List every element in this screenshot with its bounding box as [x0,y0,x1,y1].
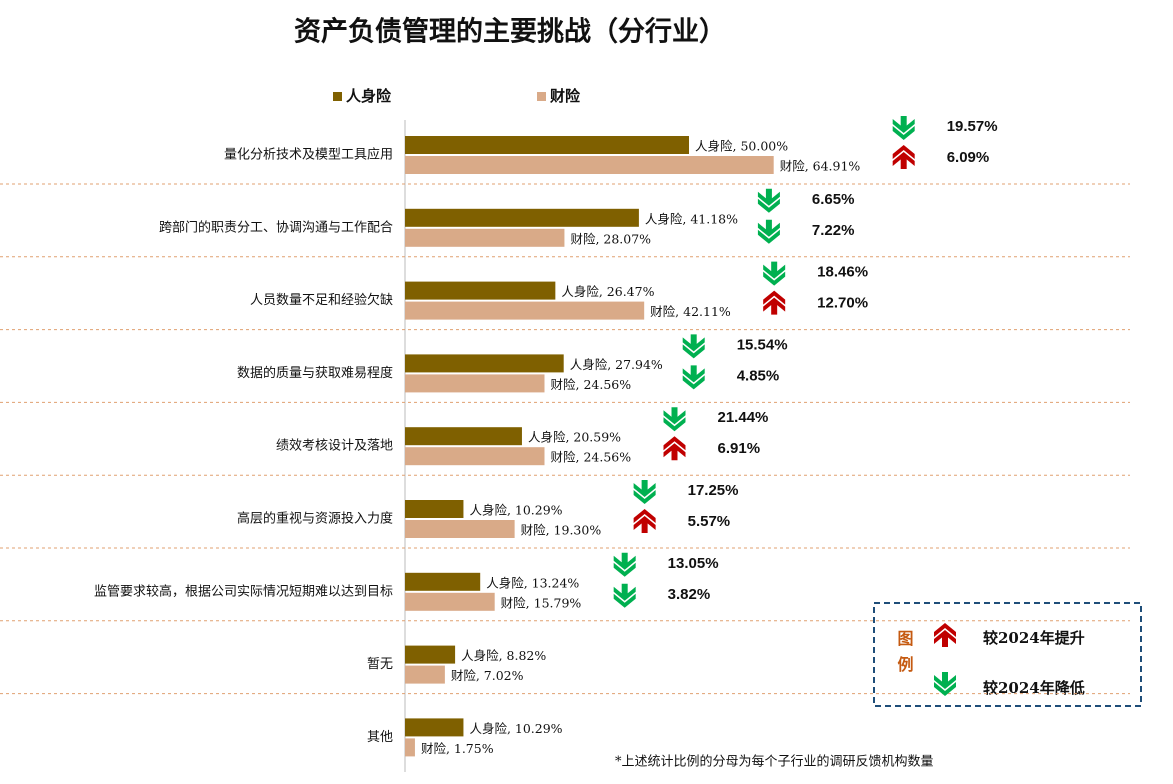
change-label: 6.09% [947,149,990,166]
bar [405,592,495,611]
value-label: 财险, 19.30% [521,523,602,538]
value-label: 人身险, 26.47% [561,284,654,299]
category-label: 暂无 [367,657,393,672]
value-label: 财险, 24.56% [551,450,632,465]
category-label: 数据的质量与获取难易程度 [237,365,393,381]
value-label: 人身险, 27.94% [570,357,663,372]
value-label: 人身险, 10.29% [469,721,562,736]
change-label: 5.57% [688,513,731,530]
change-label: 13.05% [668,555,719,572]
value-label: 人身险, 10.29% [469,503,562,518]
legend-label: 人身险 [346,87,392,105]
change-label: 3.82% [668,586,711,603]
bar [405,738,415,757]
bar [405,645,456,664]
value-label: 财险, 15.79% [501,595,582,610]
change-label: 6.65% [812,191,855,208]
category-label: 绩效考核设计及落地 [276,439,393,454]
value-label: 财险, 7.02% [451,668,524,683]
legend-label: 财险 [550,87,581,105]
legend-swatch [537,92,546,101]
bar [405,136,689,154]
bar [405,374,545,393]
change-arrow [682,334,705,359]
change-label: 18.46% [817,264,868,281]
bar [405,354,564,373]
change-label: 15.54% [737,336,788,353]
change-label: 12.70% [817,295,868,312]
value-label: 人身险, 8.82% [461,648,546,663]
value-label: 财险, 42.11% [650,304,731,319]
change-label: 7.22% [812,222,855,239]
category-label: 高层的重视与资源投入力度 [237,511,393,527]
value-label: 财险, 1.75% [421,741,494,756]
bar [405,281,556,300]
value-label: 财险, 24.56% [551,377,632,392]
value-label: 人身险, 13.24% [486,575,579,590]
change-arrow [682,365,705,390]
change-arrow [763,290,786,315]
value-label: 人身险, 20.59% [528,430,621,445]
change-legend-up: 较2024年提升 [983,629,1085,647]
change-arrow [757,188,780,213]
bar [405,427,522,446]
value-label: 财险, 28.07% [570,231,651,246]
chart-title: 资产负债管理的主要挑战（分行业） [294,16,726,48]
change-arrow [633,480,656,504]
bar [405,718,464,737]
category-label: 其他 [367,730,393,745]
bar [405,156,774,174]
change-legend-box [873,602,1142,707]
value-label: 人身险, 50.00% [695,139,788,154]
bar [405,301,645,320]
change-arrow [613,583,636,608]
change-legend-arrow [934,623,956,647]
change-arrow [663,407,686,432]
change-arrow [633,509,656,533]
change-label: 19.57% [947,118,998,135]
change-label: 4.85% [737,367,780,384]
bar [405,665,445,684]
legend-swatch [333,92,342,101]
category-label: 人员数量不足和经验欠缺 [250,292,393,308]
category-label: 跨部门的职责分工、协调沟通与工作配合 [159,219,393,235]
change-arrow [892,116,915,140]
change-legend-title: 图例 [895,630,914,682]
category-label: 监管要求较高，根据公司实际情况短期难以达到目标 [94,583,393,599]
change-arrow [613,552,636,577]
change-arrow [892,145,915,169]
change-label: 21.44% [718,409,769,426]
change-label: 17.25% [688,482,739,499]
change-arrow [757,219,780,244]
footnote: *上述统计比例的分母为每个子行业的调研反馈机构数量 [615,754,934,770]
bar [405,447,545,466]
change-label: 6.91% [718,440,761,457]
value-label: 财险, 64.91% [780,159,861,174]
bar [405,572,481,591]
bar [405,208,639,227]
change-legend-down: 较2024年降低 [983,679,1085,697]
change-arrow [763,261,786,286]
value-label: 人身险, 41.18% [645,211,738,226]
bar [405,520,515,538]
bar [405,500,464,518]
bar [405,228,565,247]
change-arrow [663,436,686,461]
category-label: 量化分析技术及模型工具应用 [224,147,393,163]
change-legend-arrow [934,672,956,696]
